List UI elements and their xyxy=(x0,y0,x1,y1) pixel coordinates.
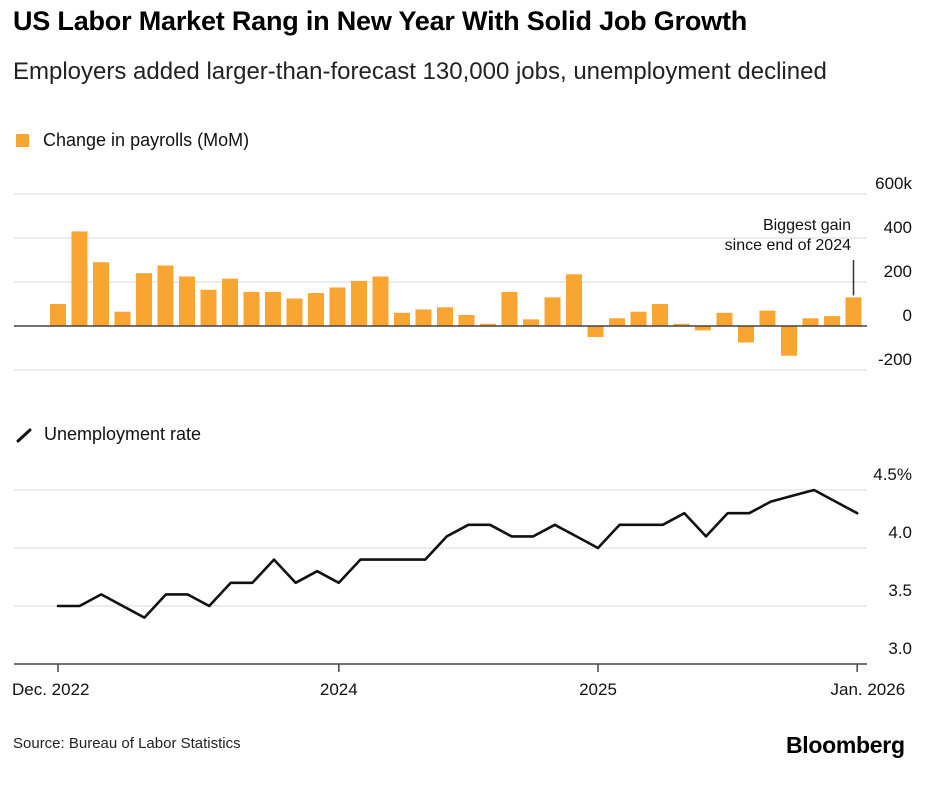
payroll-bar xyxy=(93,262,109,326)
x-tick-label: Dec. 2022 xyxy=(12,680,90,699)
line-y-tick-label: 4.5% xyxy=(873,465,912,484)
payroll-bar xyxy=(394,312,410,326)
payroll-bar xyxy=(351,280,367,326)
payroll-bar xyxy=(652,304,668,326)
payroll-bar xyxy=(587,326,604,337)
payroll-bar xyxy=(179,276,195,326)
unemployment-line xyxy=(56,488,859,619)
line-y-tick-label: 3.5 xyxy=(888,581,912,600)
payroll-bar xyxy=(738,326,754,343)
payroll-bar xyxy=(329,287,346,326)
bar-y-tick-label: -200 xyxy=(878,350,912,369)
line-chart-gridlines xyxy=(14,489,867,665)
payroll-bar xyxy=(114,311,131,326)
line-legend-swatch xyxy=(16,428,32,442)
unemployment-series xyxy=(56,488,859,619)
payroll-bar xyxy=(286,298,303,326)
bar-chart-gridlines xyxy=(14,193,867,371)
unemployment-legend: Unemployment rate xyxy=(16,424,201,445)
payroll-bar xyxy=(759,310,776,326)
x-tick-label: Jan. 2026 xyxy=(831,680,906,699)
payroll-bar xyxy=(222,278,238,326)
payroll-bar xyxy=(458,315,475,326)
payroll-bar xyxy=(673,323,690,326)
chart-subtitle: Employers added larger-than-forecast 130… xyxy=(13,58,827,85)
payroll-bar xyxy=(308,293,324,326)
payroll-bar xyxy=(609,318,625,326)
payroll-bar xyxy=(50,304,66,326)
annotation-line-1: Biggest gain xyxy=(763,217,851,234)
annotation-line-2: since end of 2024 xyxy=(725,237,851,254)
payroll-bar xyxy=(415,309,432,326)
payroll-bar xyxy=(716,312,733,326)
payrolls-legend-label: Change in payrolls (MoM) xyxy=(43,130,250,150)
payroll-bar xyxy=(200,289,217,326)
bar-legend-swatch xyxy=(16,134,29,147)
x-tick-label: 2025 xyxy=(579,680,617,699)
bar-y-tick-label: 600k xyxy=(875,174,912,193)
x-axis: Dec. 2022 2024 2025 Jan. 2026 xyxy=(12,664,905,699)
payroll-bar xyxy=(630,311,647,326)
payroll-bar xyxy=(695,326,711,331)
payroll-bar xyxy=(243,291,260,326)
line-y-tick-label: 4.0 xyxy=(888,523,912,542)
line-y-tick-label: 3.0 xyxy=(888,639,912,658)
payroll-bar xyxy=(824,316,840,326)
payroll-bar xyxy=(802,318,819,326)
line-chart-y-ticks: 3.0 3.5 4.0 4.5% xyxy=(873,465,912,658)
payroll-bar xyxy=(845,297,862,326)
bar-chart-y-ticks: -200 0 200 400 600k xyxy=(875,174,912,369)
payroll-bar xyxy=(523,319,539,326)
payroll-bar xyxy=(372,276,389,326)
bar-y-tick-label: 200 xyxy=(884,262,912,281)
payroll-bar xyxy=(544,297,561,326)
payroll-bar xyxy=(265,291,281,326)
payroll-bar xyxy=(157,265,174,326)
payroll-bar xyxy=(437,307,453,326)
x-tick-label: 2024 xyxy=(320,680,358,699)
payroll-bar xyxy=(781,326,797,356)
payroll-bar xyxy=(501,291,518,326)
payroll-bar xyxy=(480,323,496,326)
payroll-bar xyxy=(136,273,152,326)
source-note: Source: Bureau of Labor Statistics xyxy=(13,735,241,752)
bar-chart-bars xyxy=(14,231,867,356)
chart-title: US Labor Market Rang in New Year With So… xyxy=(13,6,748,36)
bar-y-tick-label: 400 xyxy=(884,218,912,237)
bar-y-tick-label: 0 xyxy=(903,306,912,325)
bloomberg-logo: Bloomberg xyxy=(786,732,905,758)
unemployment-legend-label: Unemployment rate xyxy=(44,424,202,444)
payrolls-legend: Change in payrolls (MoM) xyxy=(16,130,249,151)
biggest-gain-annotation: Biggest gain since end of 2024 xyxy=(725,217,855,296)
payroll-bar xyxy=(566,274,582,326)
payroll-bar xyxy=(71,231,88,326)
